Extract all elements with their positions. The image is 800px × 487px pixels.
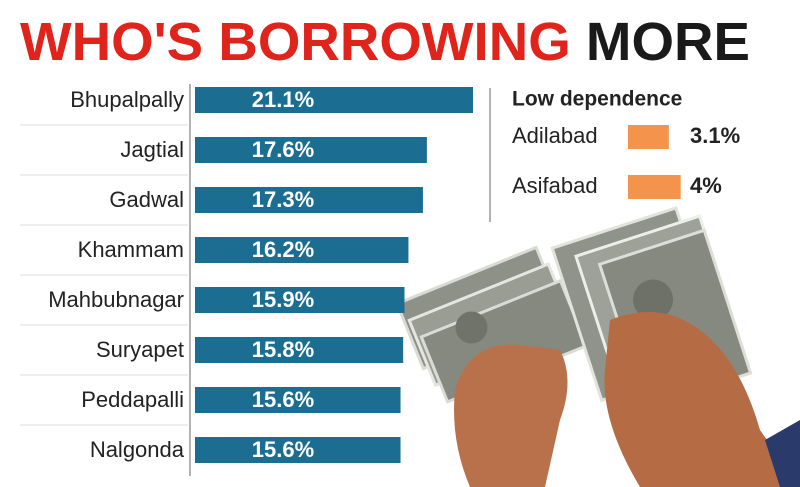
category-label: Adilabad [512, 123, 598, 148]
category-label: Gadwal [109, 187, 184, 212]
category-label: Khammam [78, 237, 184, 262]
bar [195, 187, 423, 213]
title-part: WHO'S BORROWING [20, 12, 571, 72]
value-label: 3.1% [690, 123, 740, 148]
title-part: MORE [586, 12, 750, 72]
bar [195, 437, 401, 463]
category-label: Suryapet [96, 337, 184, 362]
value-label: 15.6% [252, 387, 314, 412]
panel-title: Low dependence [512, 88, 682, 111]
category-label: Mahbubnagar [48, 287, 184, 312]
bar [195, 87, 473, 113]
category-label: Nalgonda [90, 437, 185, 462]
bar [195, 237, 409, 263]
value-label: 16.2% [252, 237, 314, 262]
category-label: Jagtial [120, 137, 184, 162]
value-label: 15.9% [252, 287, 314, 312]
value-label: 17.3% [252, 187, 314, 212]
bar [628, 125, 669, 149]
bar [195, 337, 404, 363]
value-label: 21.1% [252, 87, 314, 112]
money-illustration [395, 206, 800, 487]
bar [195, 137, 427, 163]
bar [628, 175, 681, 199]
value-label: 4% [690, 173, 722, 198]
category-label: Bhupalpally [70, 87, 184, 112]
category-label: Asifabad [512, 173, 598, 198]
bar [195, 387, 401, 413]
value-label: 15.8% [252, 337, 314, 362]
bar [195, 287, 405, 313]
chart-title: WHO'S BORROWING MORE [20, 12, 750, 72]
value-label: 15.6% [252, 437, 314, 462]
value-label: 17.6% [252, 137, 314, 162]
category-label: Peddapalli [81, 387, 184, 412]
